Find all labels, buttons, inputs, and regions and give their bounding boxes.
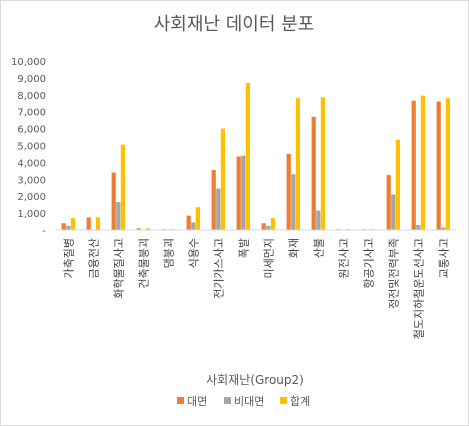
x-category-label: 건축물붕괴 (138, 238, 151, 289)
y-tick-label: 10,000 (11, 57, 46, 68)
bar-비대면-화학물질사고 (116, 202, 121, 230)
legend-label: 합계 (290, 395, 310, 408)
bar-대면-산불 (311, 116, 316, 230)
bar-합계-산불 (320, 97, 325, 231)
bar-비대면-폭발 (241, 155, 246, 230)
x-category-label: 원전사고 (338, 238, 351, 278)
bar-대면-식용수 (186, 215, 191, 230)
y-axis: - 1,000 2,000 3,000 4,000 5,000 6,000 7,000 8,00… (11, 57, 46, 237)
x-category-label: 전기가스사고 (213, 238, 226, 299)
bar-비대면-가축질병 (66, 225, 71, 230)
bar-합계-교통사고 (445, 98, 450, 231)
legend-swatch (280, 397, 287, 404)
bars (61, 82, 450, 231)
y-tick-label: 3,000 (17, 175, 46, 186)
x-category-label: 화학물질사고 (113, 238, 126, 299)
x-category-label: 가축질병 (63, 238, 76, 278)
x-axis-title: 사회재난(Group2) (206, 373, 304, 387)
y-tick-label: 7,000 (17, 108, 46, 119)
y-tick-label: 1,000 (17, 209, 46, 220)
bar-비대면-전기가스사고 (216, 188, 221, 230)
x-category-label: 식용수 (188, 238, 201, 268)
bar-합계-폭발 (245, 82, 250, 230)
x-category-label: 교통사고 (438, 238, 451, 278)
bar-비대면-식용수 (191, 222, 196, 230)
bar-합계-가축질병 (70, 218, 75, 230)
bar-대면-폭발 (236, 156, 241, 230)
y-tick-label: 9,000 (17, 74, 46, 85)
bar-대면-건축물붕괴 (136, 228, 141, 230)
bar-대면-금융전산 (86, 217, 91, 230)
bar-합계-정전및전력부족 (395, 139, 400, 230)
bar-합계-전기가스사고 (220, 128, 225, 230)
bar-합계-금융전산 (95, 217, 100, 230)
bar-대면-미세먼지 (261, 223, 266, 230)
legend: 대면 비대면 합계 (177, 395, 310, 408)
y-tick-label: - (42, 226, 46, 237)
bar-합계-철도지하철운도선사고 (420, 95, 425, 231)
x-category-label: 산불 (313, 238, 326, 258)
x-category-label: 폭발 (238, 238, 251, 258)
bar-대면-전기가스사고 (211, 170, 216, 230)
legend-label: 대면 (187, 395, 207, 408)
bar-비대면-화재 (291, 174, 296, 230)
y-tick-label: 2,000 (17, 192, 46, 203)
legend-label: 비대면 (234, 395, 264, 408)
x-category-label: 정전및전력부족 (388, 238, 401, 309)
bar-비대면-미세먼지 (266, 225, 271, 230)
x-category-label: 철도지하철운도선사고 (412, 238, 426, 339)
bar-대면-정전및전력부족 (386, 175, 391, 230)
bar-대면-철도지하철운도선사고 (411, 100, 416, 230)
x-category-label: 댐붕괴 (163, 238, 176, 268)
bar-합계-화재 (295, 98, 300, 231)
bar-합계-건축물붕괴 (145, 228, 150, 230)
y-tick-label: 5,000 (17, 142, 46, 153)
bar-대면-가축질병 (61, 223, 66, 230)
y-tick-label: 6,000 (17, 125, 46, 136)
bar-대면-교통사고 (436, 101, 441, 230)
bar-합계-미세먼지 (270, 218, 275, 230)
x-category-label: 금융전산 (88, 238, 101, 278)
x-axis-categories: 가축질병 금융전산 화학물질사고 건축물붕괴 댐붕괴 식용수 전기가스사고 폭발 미세먼지 화재 산… (63, 238, 451, 339)
legend-swatch (177, 397, 184, 404)
y-tick-label: 8,000 (17, 91, 46, 102)
y-tick-label: 4,000 (17, 158, 46, 169)
bar-비대면-산불 (316, 210, 321, 230)
x-category-label: 화재 (288, 238, 301, 258)
bar-대면-화학물질사고 (111, 172, 116, 230)
bar-비대면-교통사고 (441, 227, 446, 230)
bar-합계-식용수 (195, 207, 200, 230)
bar-비대면-철도지하철운도선사고 (416, 224, 421, 230)
chart-title: 사회재난 데이터 분포 (154, 14, 314, 35)
legend-swatch (224, 397, 231, 404)
bar-비대면-정전및전력부족 (391, 194, 396, 230)
bar-합계-화학물질사고 (120, 144, 125, 230)
bar-대면-화재 (286, 153, 291, 230)
x-category-label: 미세먼지 (263, 238, 276, 278)
x-category-label: 항공기사고 (363, 238, 376, 289)
